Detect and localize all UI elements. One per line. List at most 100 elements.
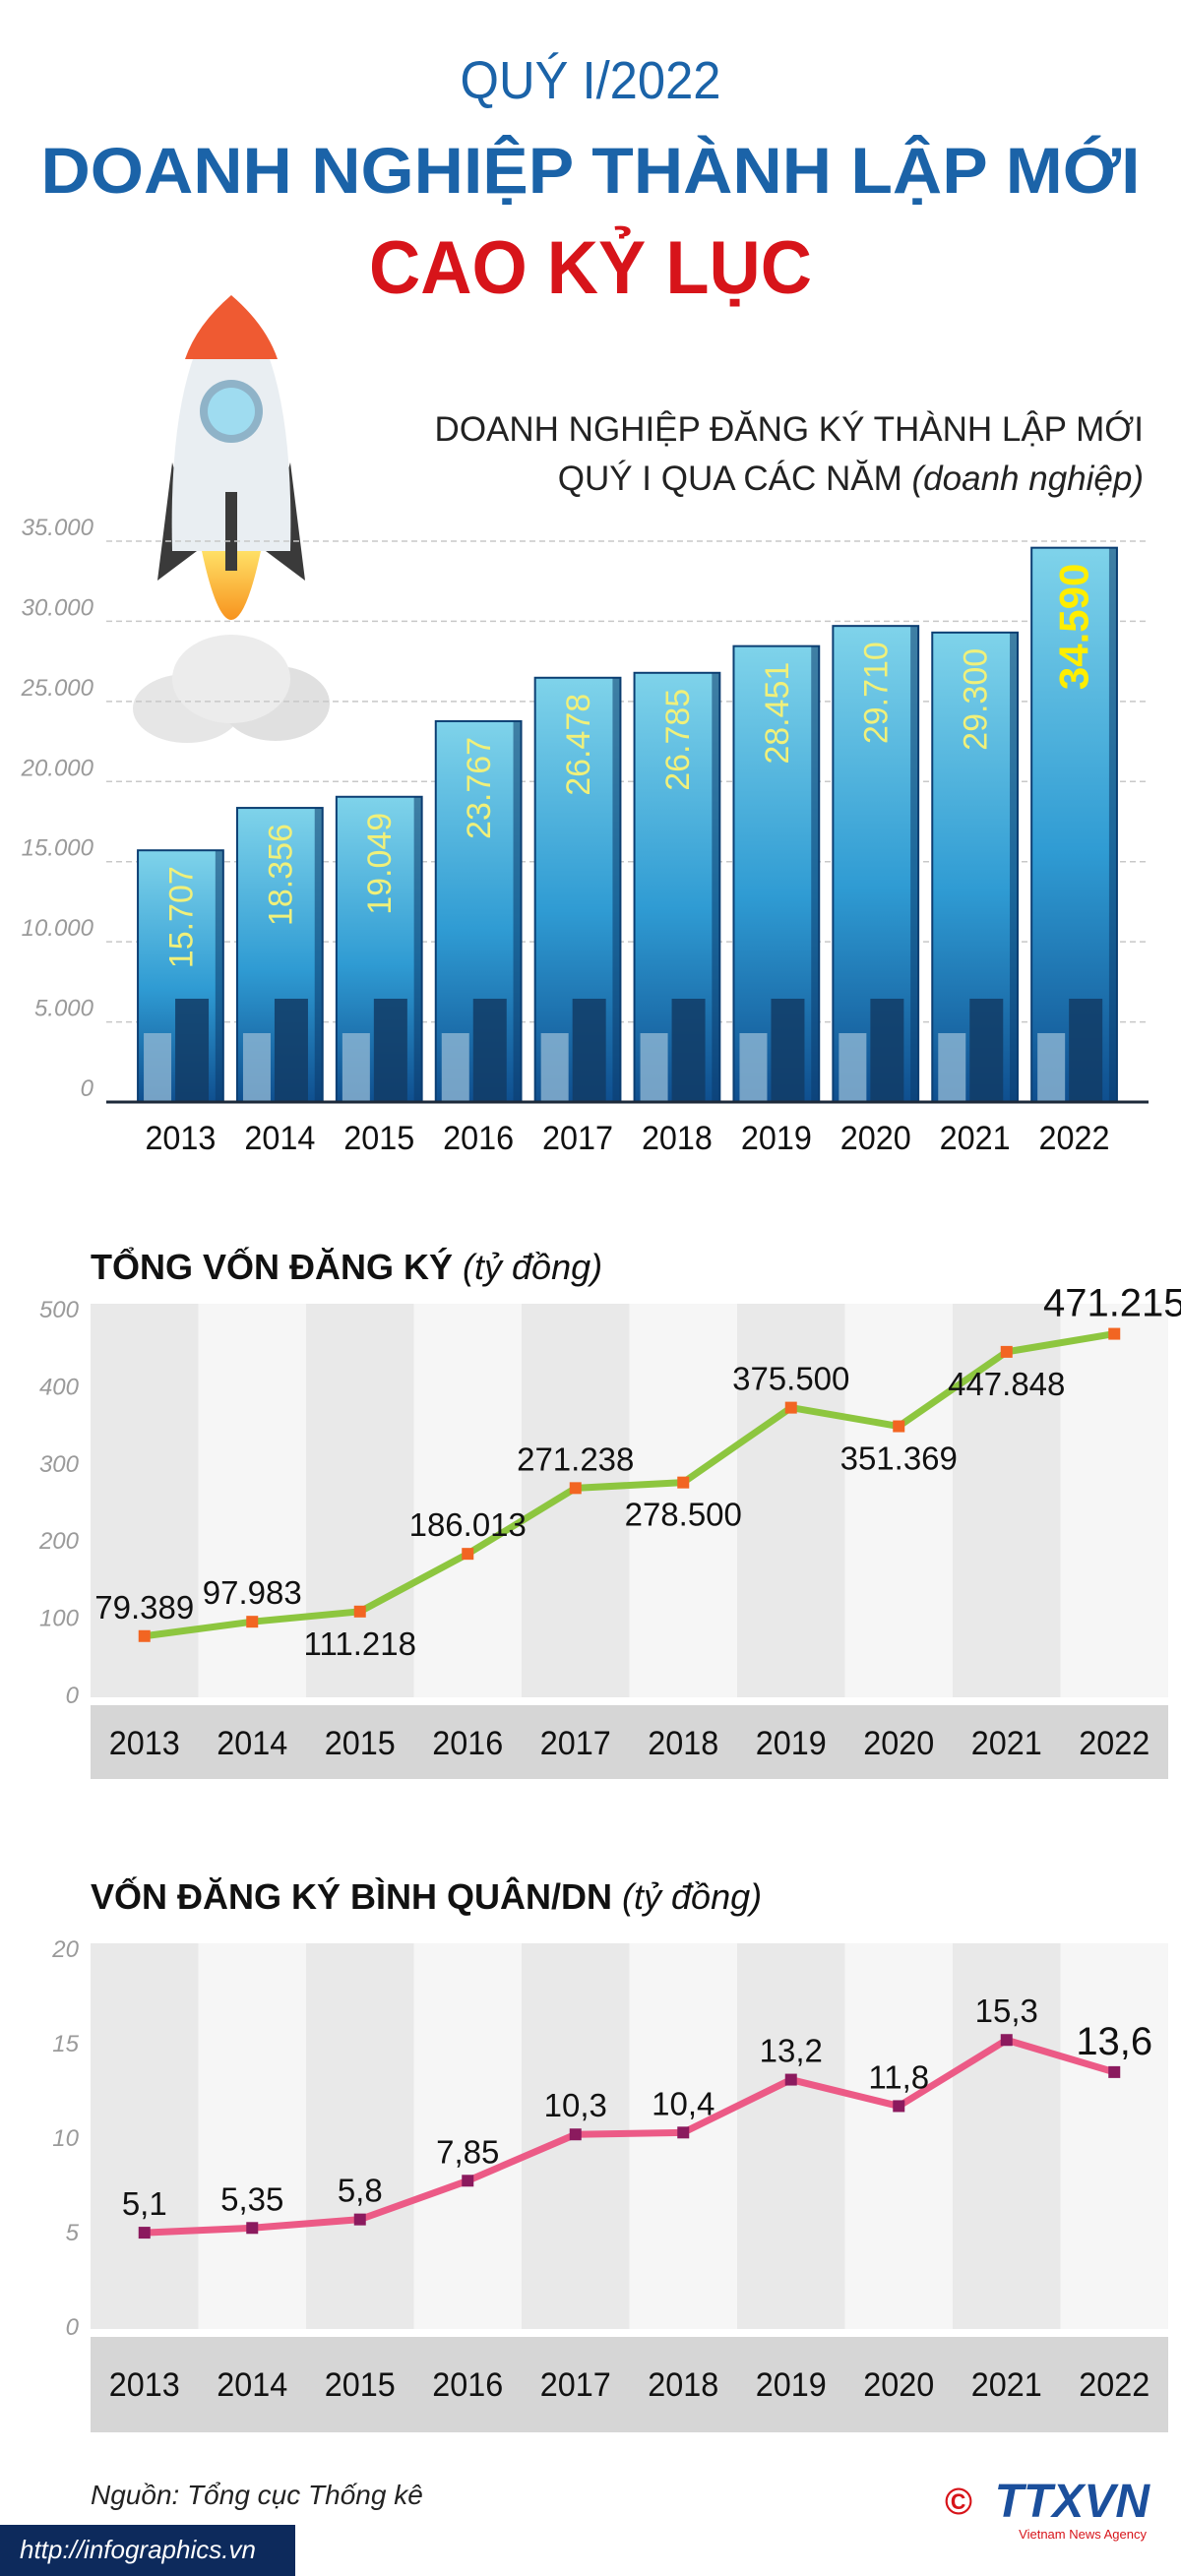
value-label: 375.500 xyxy=(732,1361,849,1397)
value-label: 97.983 xyxy=(203,1574,302,1611)
building xyxy=(739,1033,768,1102)
marker xyxy=(138,2227,151,2239)
logo: TTXVN xyxy=(995,2476,1151,2528)
value-label: 5,1 xyxy=(122,2185,167,2222)
y-tick-label: 35.000 xyxy=(22,515,94,541)
x-tick-label: 2019 xyxy=(741,1120,812,1157)
column-band xyxy=(1060,1304,1168,1697)
marker xyxy=(1108,2065,1121,2078)
flame xyxy=(202,551,261,620)
building xyxy=(771,999,805,1102)
value-label: 23.767 xyxy=(461,737,498,839)
y-tick-label: 10.000 xyxy=(22,915,94,942)
value-label: 471.215 xyxy=(1043,1282,1181,1325)
y-tick-label: 200 xyxy=(38,1528,80,1555)
building xyxy=(441,1033,469,1102)
value-label: 13,6 xyxy=(1076,2020,1152,2063)
building xyxy=(175,999,210,1102)
x-tick-label: 2016 xyxy=(443,1120,514,1157)
value-label: 26.478 xyxy=(560,694,597,796)
title-text: VỐN ĐĂNG KÝ BÌNH QUÂN/DN xyxy=(91,1875,612,1917)
y-tick-label: 0 xyxy=(66,2314,80,2341)
x-tick-label: 2017 xyxy=(542,1120,613,1157)
y-tick-label: 10 xyxy=(52,2125,79,2152)
marker xyxy=(246,2222,259,2235)
column-band xyxy=(1060,1943,1168,2329)
y-tick-label: 0 xyxy=(81,1075,94,1102)
value-label: 29.300 xyxy=(958,648,995,751)
column-band xyxy=(953,1304,1061,1697)
column-band xyxy=(198,1304,306,1697)
value-label: 11,8 xyxy=(868,2058,929,2095)
source: Nguồn: Tổng cục Thống kê xyxy=(91,2480,423,2510)
marker xyxy=(353,1605,366,1618)
agency: Vietnam News Agency xyxy=(1019,2527,1147,2542)
marker xyxy=(1000,2034,1013,2047)
chart-title: QUÝ I QUA CÁC NĂM (doanh nghiệp) xyxy=(558,460,1144,498)
x-tick-label: 2019 xyxy=(756,1725,827,1762)
title-line: QUÝ I QUA CÁC NĂM xyxy=(558,460,902,498)
x-tick-label: 2015 xyxy=(325,1725,396,1762)
main-title: DOANH NGHIỆP THÀNH LẬP MỚI xyxy=(41,134,1141,207)
title-line: DOANH NGHIỆP ĐĂNG KÝ THÀNH LẬP MỚI xyxy=(435,410,1144,449)
chart-title: VỐN ĐĂNG KÝ BÌNH QUÂN/DN (tỷ đồng) xyxy=(91,1875,762,1917)
building xyxy=(572,999,606,1102)
x-tick-label: 2015 xyxy=(325,2366,396,2404)
value-label: 271.238 xyxy=(517,1441,634,1477)
marker xyxy=(246,1616,259,1628)
building xyxy=(472,999,507,1102)
value-label: 351.369 xyxy=(840,1441,958,1477)
y-tick-label: 500 xyxy=(39,1297,80,1323)
rocket-window xyxy=(208,388,255,435)
marker xyxy=(569,2128,582,2141)
marker xyxy=(677,2126,690,2139)
value-label: 111.218 xyxy=(304,1625,416,1662)
y-tick-label: 100 xyxy=(39,1606,80,1632)
marker xyxy=(893,2100,905,2113)
marker xyxy=(569,1482,582,1495)
column-band xyxy=(306,1304,414,1697)
value-label: 15.707 xyxy=(162,866,200,968)
building xyxy=(839,1033,867,1102)
kicker: QUÝ I/2022 xyxy=(461,51,721,110)
y-tick-label: 30.000 xyxy=(22,594,94,621)
unit: (doanh nghiệp) xyxy=(912,460,1144,498)
column-band xyxy=(413,1943,522,2329)
marker xyxy=(784,2073,797,2086)
y-tick-label: 25.000 xyxy=(21,675,94,702)
building xyxy=(242,1033,271,1102)
x-tick-label: 2021 xyxy=(971,1725,1042,1762)
value-label: 10,3 xyxy=(544,2087,607,2123)
rocket-nose xyxy=(185,295,278,359)
x-tick-label: 2021 xyxy=(940,1120,1011,1157)
category-strip xyxy=(91,2337,1168,2432)
x-tick-label: 2013 xyxy=(145,1120,216,1157)
value-label: 29.710 xyxy=(858,642,896,744)
x-tick-label: 2018 xyxy=(648,1725,718,1762)
x-tick-label: 2020 xyxy=(863,2366,934,2404)
column-band xyxy=(737,1943,845,2329)
bar-shadow xyxy=(910,626,919,1102)
building xyxy=(938,1033,966,1102)
site-url[interactable]: http://infographics.vn xyxy=(20,2535,256,2564)
marker xyxy=(784,1401,797,1414)
chart-title: DOANH NGHIỆP ĐĂNG KÝ THÀNH LẬP MỚI xyxy=(435,410,1144,449)
unit: (tỷ đồng) xyxy=(622,1876,762,1917)
value-label: 5,8 xyxy=(338,2173,383,2209)
value-label: 186.013 xyxy=(409,1506,527,1543)
y-tick-label: 300 xyxy=(39,1451,80,1478)
series-line xyxy=(144,1330,1115,1640)
value-label: 278.500 xyxy=(625,1497,742,1533)
x-tick-label: 2020 xyxy=(840,1120,911,1157)
x-tick-label: 2020 xyxy=(863,1725,934,1762)
value-label: 7,85 xyxy=(436,2133,499,2170)
x-tick-label: 2022 xyxy=(1039,1120,1110,1157)
bar-shadow xyxy=(712,672,720,1102)
value-label: 13,2 xyxy=(760,2033,823,2069)
x-tick-label: 2016 xyxy=(432,2366,503,2404)
marker xyxy=(677,1476,690,1489)
value-label: 15,3 xyxy=(975,1993,1038,2029)
building xyxy=(540,1033,569,1102)
